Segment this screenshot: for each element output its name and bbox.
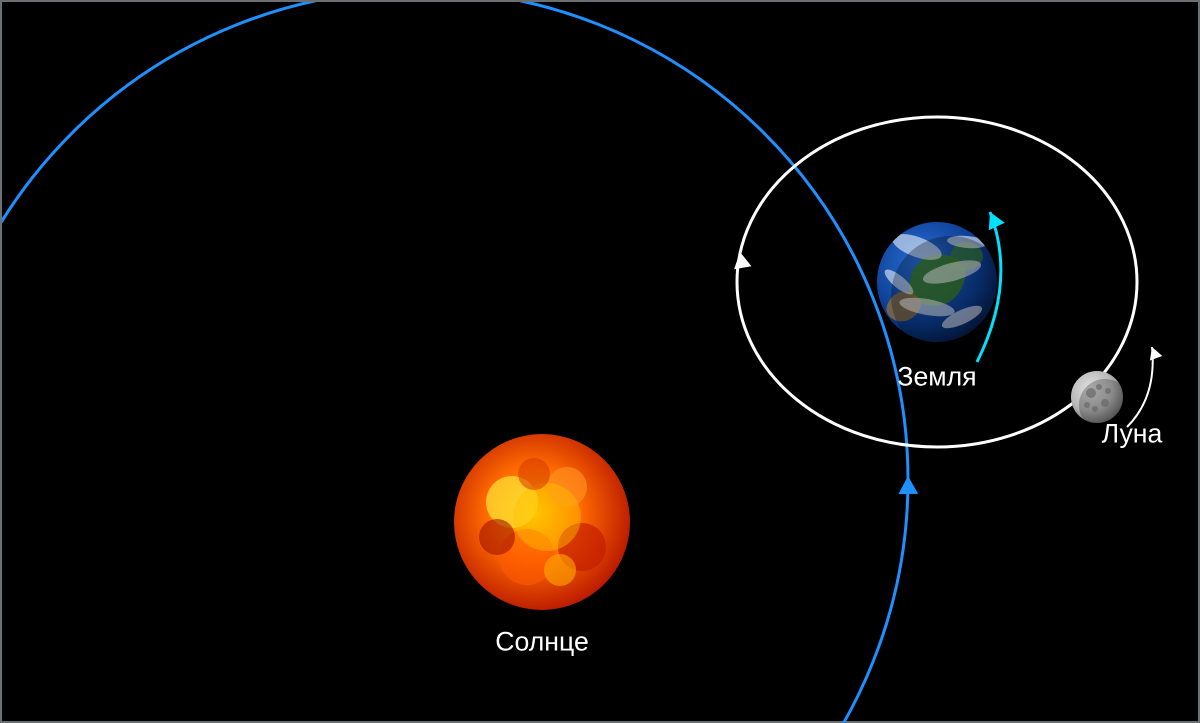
moon-body xyxy=(1071,371,1131,431)
earth-body xyxy=(877,222,1011,356)
solar-system-diagram: Солнце Земля Луна xyxy=(0,0,1200,723)
orbit-svg-layer xyxy=(2,2,1200,723)
sun-body xyxy=(454,434,630,610)
